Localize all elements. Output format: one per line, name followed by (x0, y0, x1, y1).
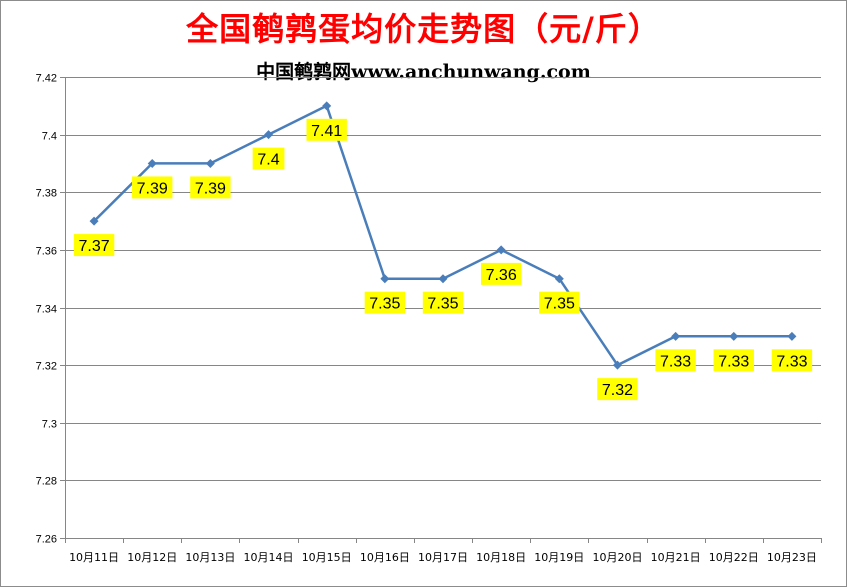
data-label-bg (132, 176, 173, 199)
x-tick-label: 10月20日 (592, 551, 642, 564)
x-tick-label: 10月21日 (651, 551, 701, 564)
x-tick-label: 10月15日 (302, 551, 352, 564)
y-tick-label: 7.42 (36, 73, 57, 85)
x-tick-label: 10月14日 (244, 551, 294, 564)
data-label-bg (306, 118, 347, 141)
data-label: 7.32 (602, 382, 633, 399)
data-point (264, 130, 274, 140)
x-tick-label: 10月12日 (127, 551, 177, 564)
data-label-bg (539, 291, 580, 314)
data-label: 7.33 (660, 353, 691, 370)
data-labels: 7.37 7.39 7.39 7.4 7.41 7.35 7.35 7.36 7.35 7.32 7… (73, 118, 813, 401)
y-tick-label: 7.26 (36, 534, 57, 546)
data-label-bg (713, 349, 754, 372)
data-label: 7.36 (486, 267, 517, 284)
data-point (89, 216, 99, 226)
y-tick-label: 7.36 (36, 246, 57, 258)
data-point (322, 101, 332, 111)
data-point (438, 274, 448, 284)
data-label: 7.33 (718, 353, 749, 370)
data-point (554, 274, 564, 284)
x-tick-label: 10月11日 (69, 551, 119, 564)
data-label: 7.35 (427, 296, 458, 313)
data-label-bg (73, 234, 115, 257)
data-point (787, 331, 797, 341)
data-label-bg (597, 378, 638, 401)
data-label-bg (190, 176, 231, 199)
y-tick-label: 7.34 (36, 304, 57, 316)
data-point (380, 274, 390, 284)
y-tick-label: 7.32 (36, 361, 57, 373)
data-label-bg (364, 291, 406, 314)
data-label: 7.37 (79, 238, 110, 255)
data-point (147, 158, 157, 168)
series-price (89, 101, 797, 370)
data-point (496, 245, 506, 255)
data-label-bg (655, 349, 696, 372)
data-label: 7.35 (544, 296, 575, 313)
data-label: 7.33 (776, 353, 807, 370)
data-label-bg (480, 262, 522, 285)
data-label: 7.41 (311, 123, 342, 140)
y-tick-label: 7.28 (36, 476, 57, 488)
data-label-bg (771, 349, 813, 372)
data-label: 7.4 (257, 152, 279, 169)
data-label: 7.35 (369, 296, 400, 313)
x-tick-label: 10月17日 (418, 551, 468, 564)
data-point (729, 331, 739, 341)
data-point (612, 360, 622, 370)
x-tick-label: 10月13日 (185, 551, 235, 564)
data-label: 7.39 (137, 180, 168, 197)
data-label-bg (422, 291, 464, 314)
series-line (93, 104, 792, 367)
chart-title: 全国鹌鹑蛋均价走势图（元/斤） (186, 10, 661, 48)
x-tick-label: 10月19日 (534, 551, 584, 564)
x-tick-label: 10月23日 (767, 551, 817, 564)
data-label-bg (252, 147, 285, 170)
x-tick-label: 10月18日 (476, 551, 526, 564)
data-label: 7.39 (195, 180, 226, 197)
axes: 7.26 7.28 7.3 7.32 7.34 7.36 7.38 7.4 7.42 10月11日… (36, 73, 822, 564)
y-tick-label: 7.4 (42, 131, 57, 143)
x-tick-label: 10月16日 (360, 551, 410, 564)
data-point (671, 331, 681, 341)
x-tick-label: 10月22日 (709, 551, 759, 564)
y-tick-label: 7.3 (42, 419, 57, 431)
y-tick-label: 7.38 (36, 188, 57, 200)
data-point (205, 158, 215, 168)
